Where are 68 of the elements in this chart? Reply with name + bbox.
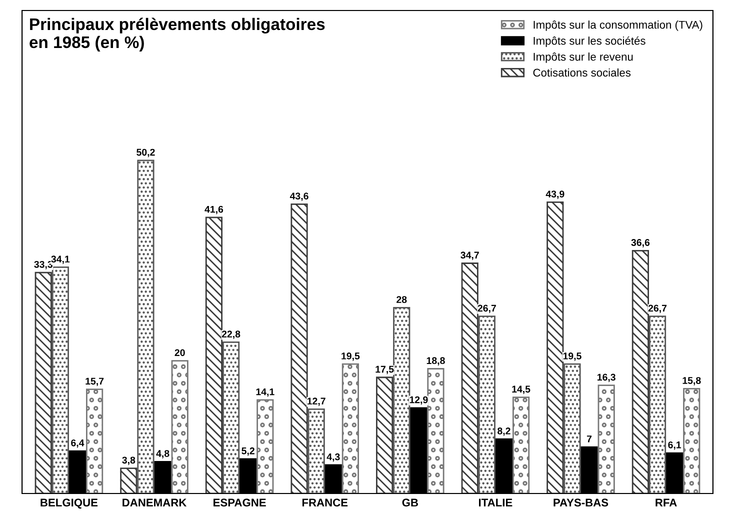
legend-label: Impôts sur la consommation (TVA) — [534, 20, 702, 31]
bar — [290, 203, 308, 494]
x-tick-label: DANEMARK — [122, 498, 187, 506]
legend-label: Cotisations sociales — [533, 68, 631, 77]
bar — [171, 360, 188, 494]
data-label: 20 — [174, 349, 185, 356]
data-label: 7 — [586, 436, 592, 442]
data-label: 19,5 — [342, 352, 360, 361]
bar — [648, 316, 666, 494]
bar — [308, 408, 325, 494]
bar — [256, 399, 274, 494]
bar — [86, 388, 104, 494]
data-label: 8,2 — [498, 428, 510, 436]
legend-label: Impôts sur le revenu — [534, 52, 633, 63]
data-label: 12,9 — [410, 396, 428, 405]
x-tick-label: BELGIQUE — [40, 498, 98, 509]
data-label: 15,8 — [682, 377, 701, 386]
x-tick-label: ESPAGNE — [214, 498, 266, 507]
data-label: 19,5 — [563, 352, 582, 361]
bar — [52, 266, 69, 494]
data-label: 5,2 — [242, 447, 254, 456]
bar — [683, 388, 700, 494]
data-label: 14,1 — [256, 388, 274, 397]
x-tick-label: ITALIE — [479, 498, 512, 506]
bar — [137, 160, 154, 494]
data-label: 43,9 — [546, 190, 564, 199]
data-label: 3,8 — [122, 456, 136, 465]
legend-label: Impôts sur les sociétés — [534, 36, 646, 47]
bar — [598, 384, 615, 494]
data-label: 17,5 — [376, 366, 394, 374]
bar — [342, 363, 359, 494]
data-label: 4,3 — [326, 453, 340, 462]
data-label: 4,8 — [156, 450, 170, 458]
data-label: 18,8 — [426, 357, 445, 366]
bar — [478, 316, 496, 494]
bar — [564, 363, 581, 494]
data-label: 12,7 — [307, 398, 326, 406]
x-tick-label: PAYS-BAS — [554, 498, 608, 507]
bar — [461, 262, 478, 494]
data-label: 6,4 — [71, 439, 84, 448]
bar — [34, 272, 52, 494]
bar — [632, 250, 649, 494]
bar — [120, 468, 138, 494]
x-tick-label: GB — [402, 498, 418, 507]
data-label: 15,7 — [86, 378, 104, 386]
data-label: 50,2 — [136, 148, 155, 158]
x-tick-label: RFA — [656, 498, 677, 506]
bar — [222, 342, 240, 494]
data-label: 22,8 — [222, 330, 240, 339]
bar — [546, 202, 564, 494]
data-label: 14,5 — [512, 386, 530, 394]
bar — [512, 396, 530, 494]
data-label: 34,1 — [51, 256, 70, 264]
data-label: 41,6 — [204, 206, 224, 214]
data-label: 26,7 — [478, 304, 496, 314]
data-label: 43,6 — [290, 192, 308, 201]
data-label: 34,7 — [460, 252, 479, 260]
bar — [376, 376, 394, 494]
bar — [393, 307, 410, 494]
chart-title: Principaux prélèvements obligatoires en 1985 (en %) — [30, 18, 325, 52]
bar — [427, 368, 444, 494]
data-label: 28 — [396, 296, 407, 304]
data-label: 26,7 — [648, 304, 667, 314]
data-label: 36,6 — [631, 239, 650, 248]
data-label: 6,1 — [668, 441, 682, 450]
bar — [205, 216, 223, 494]
data-label: 16,3 — [597, 374, 616, 382]
x-tick-label: FRANCE — [302, 498, 348, 507]
